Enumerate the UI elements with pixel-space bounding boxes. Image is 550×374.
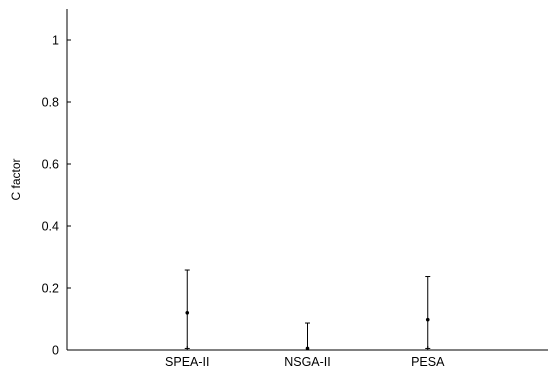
y-tick-label: 0.6 (42, 158, 59, 172)
mean-marker (425, 317, 430, 322)
x-tick-label: PESA (411, 355, 445, 369)
y-tick-label: 0.8 (42, 96, 59, 110)
mean-marker (305, 346, 310, 351)
mean-marker (185, 311, 190, 315)
chart-axes (66, 9, 548, 351)
y-axis-label: C factor (9, 158, 23, 200)
y-tick-label: 1 (52, 34, 59, 48)
y-tick-label: 0 (52, 344, 59, 358)
x-tick-label: NSGA-II (284, 355, 331, 369)
error-bar-point (184, 269, 190, 349)
y-ticks: 0 0.2 0.4 0.6 0.8 1 (42, 34, 71, 358)
error-bar-point (425, 276, 431, 349)
y-tick-label: 0.2 (42, 282, 59, 296)
y-tick-label: 0.4 (42, 220, 59, 234)
x-ticks: SPEA-II NSGA-II PESA (165, 346, 445, 369)
x-tick-label: SPEA-II (165, 355, 209, 369)
error-bar-point (305, 322, 310, 351)
chart-marks (184, 269, 431, 351)
